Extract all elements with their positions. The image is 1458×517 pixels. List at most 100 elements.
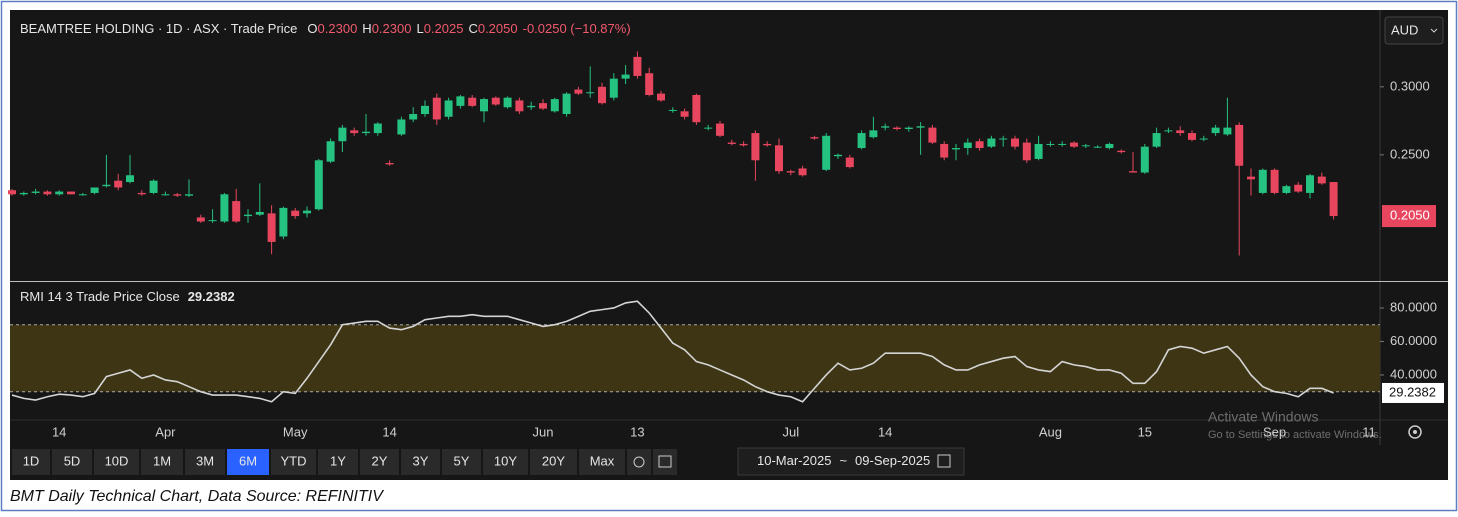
candle-body xyxy=(904,127,913,129)
candle-body xyxy=(1247,176,1255,180)
calendar-icon xyxy=(937,454,951,468)
period-button[interactable] xyxy=(52,449,92,475)
date-range[interactable]: 10-Mar-2025 ~09-Sep-2025 xyxy=(737,447,965,476)
last-price-tag xyxy=(1382,205,1436,228)
legend-label: H xyxy=(362,21,371,36)
rmi-legend: RMI 14 3 Trade Price Close 29.2382 xyxy=(20,289,235,304)
period-button[interactable] xyxy=(141,449,183,475)
period-label[interactable]: 1Y xyxy=(330,453,346,468)
range-sep: ~ xyxy=(839,453,847,468)
period-button[interactable] xyxy=(401,449,440,475)
candle-body xyxy=(196,217,205,222)
candle-body xyxy=(350,130,359,134)
period-button[interactable] xyxy=(271,449,316,475)
candle-body xyxy=(102,184,111,187)
candle-body xyxy=(586,92,595,94)
candle-body xyxy=(220,194,229,222)
candle-body xyxy=(1070,142,1078,147)
period-label[interactable]: 1D xyxy=(23,453,40,468)
candle-body xyxy=(314,160,323,210)
candle-body xyxy=(798,168,807,176)
candle-body xyxy=(1176,130,1185,134)
candle-body xyxy=(185,194,193,196)
y-tick-label: 60.0000 xyxy=(1390,333,1437,348)
candle-body xyxy=(1223,127,1232,135)
x-tick-label: 15 xyxy=(1138,424,1152,439)
period-label[interactable]: Max xyxy=(590,453,615,468)
period-button[interactable] xyxy=(12,449,50,475)
tool-button[interactable] xyxy=(627,449,651,475)
candle-body xyxy=(31,191,40,193)
range-text[interactable]: 10-Mar-2025 ~09-Sep-2025 xyxy=(757,453,930,468)
candle-body xyxy=(692,94,701,123)
settings-icon[interactable] xyxy=(1408,425,1422,439)
period-label[interactable]: 1M xyxy=(153,453,171,468)
period-label[interactable]: 3M xyxy=(196,453,214,468)
candle-body xyxy=(539,103,547,109)
tool-button[interactable] xyxy=(653,449,677,475)
rmi-line xyxy=(11,300,1334,403)
candle-body xyxy=(255,211,264,215)
candle-body xyxy=(503,97,512,108)
candle-body xyxy=(55,191,64,195)
period-button[interactable] xyxy=(318,449,358,475)
period-label[interactable]: 6M xyxy=(239,453,257,468)
x-tick-label: Jun xyxy=(533,424,554,439)
candle-body xyxy=(940,143,949,158)
period-button[interactable] xyxy=(483,449,528,475)
period-label[interactable]: 3Y xyxy=(413,453,429,468)
currency-box[interactable] xyxy=(1384,16,1444,45)
x-tick-label: 14 xyxy=(382,424,396,439)
candle-body xyxy=(975,141,984,149)
candle-body xyxy=(468,97,477,106)
candle-body xyxy=(480,99,488,112)
period-button[interactable] xyxy=(442,449,481,475)
candle-body xyxy=(208,220,217,222)
date-range-box[interactable] xyxy=(737,447,965,476)
range-from: 10-Mar-2025 xyxy=(757,453,831,468)
candle-body xyxy=(1188,133,1196,140)
period-button[interactable] xyxy=(360,449,399,475)
last-value-label: 29.2382 xyxy=(1389,384,1436,399)
period-button[interactable] xyxy=(530,449,577,475)
last-value-tag xyxy=(1382,382,1444,403)
period-label[interactable]: 10D xyxy=(105,453,129,468)
candle-body xyxy=(1058,143,1067,145)
y-tick-label: 80.0000 xyxy=(1390,299,1437,314)
candle-body xyxy=(1211,127,1220,134)
period-label[interactable]: 10Y xyxy=(494,453,517,468)
candle-body xyxy=(1199,138,1208,140)
period-button[interactable] xyxy=(94,449,139,475)
period-label[interactable]: YTD xyxy=(281,453,307,468)
candle-body xyxy=(409,114,418,120)
candle-body xyxy=(432,97,441,120)
x-tick-label: Jul xyxy=(782,424,799,439)
legend-value: 0.2300 xyxy=(372,21,412,36)
candle-body xyxy=(574,89,583,94)
period-button[interactable] xyxy=(185,449,225,475)
legend-value: 0.2300 xyxy=(318,21,358,36)
candle-body xyxy=(775,145,783,172)
currency-label[interactable]: AUD xyxy=(1391,22,1418,37)
candle-body xyxy=(267,213,276,242)
gear[interactable] xyxy=(1408,425,1422,439)
period-button[interactable] xyxy=(579,449,625,475)
candle-body xyxy=(963,142,972,149)
gear-icon xyxy=(633,456,645,468)
period-label[interactable]: 5Y xyxy=(454,453,470,468)
period-label[interactable]: 20Y xyxy=(542,453,565,468)
candle-body xyxy=(1093,146,1102,148)
candle-body xyxy=(716,123,724,136)
candle-body xyxy=(786,171,795,173)
candle-body xyxy=(90,187,99,193)
period-button[interactable] xyxy=(227,449,269,475)
period-label[interactable]: 5D xyxy=(64,453,81,468)
candle-body xyxy=(1258,169,1267,193)
period-label[interactable]: 2Y xyxy=(372,453,388,468)
candle-body xyxy=(1105,143,1114,149)
x-tick-label: Apr xyxy=(155,424,176,439)
candle-body xyxy=(550,99,559,112)
legend-name: BEAMTREE HOLDING · 1D · ASX · Trade Pric… xyxy=(20,21,297,36)
y-tick-label: 40.0000 xyxy=(1390,366,1437,381)
currency-select[interactable]: AUD xyxy=(1384,16,1444,45)
